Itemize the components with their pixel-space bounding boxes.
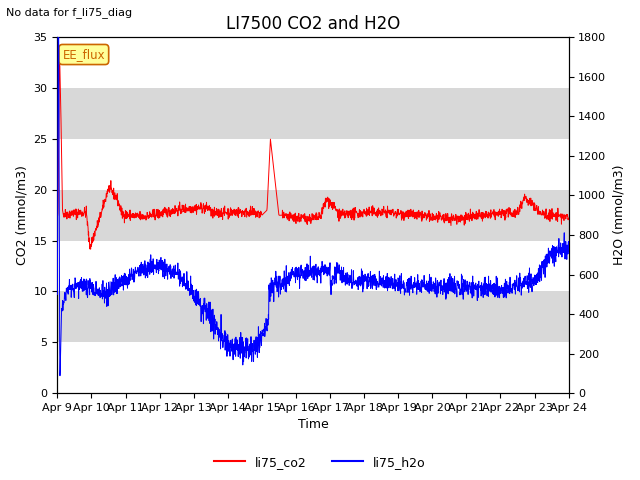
Bar bbox=[58, 139, 568, 190]
Bar bbox=[58, 37, 568, 88]
Text: EE_flux: EE_flux bbox=[63, 48, 105, 61]
Title: LI7500 CO2 and H2O: LI7500 CO2 and H2O bbox=[226, 15, 400, 33]
Legend: li75_co2, li75_h2o: li75_co2, li75_h2o bbox=[209, 451, 431, 474]
Bar bbox=[58, 240, 568, 291]
Y-axis label: H2O (mmol/m3): H2O (mmol/m3) bbox=[612, 165, 625, 265]
X-axis label: Time: Time bbox=[298, 419, 328, 432]
Y-axis label: CO2 (mmol/m3): CO2 (mmol/m3) bbox=[15, 165, 28, 265]
Bar bbox=[58, 342, 568, 393]
Text: No data for f_li75_diag: No data for f_li75_diag bbox=[6, 7, 132, 18]
